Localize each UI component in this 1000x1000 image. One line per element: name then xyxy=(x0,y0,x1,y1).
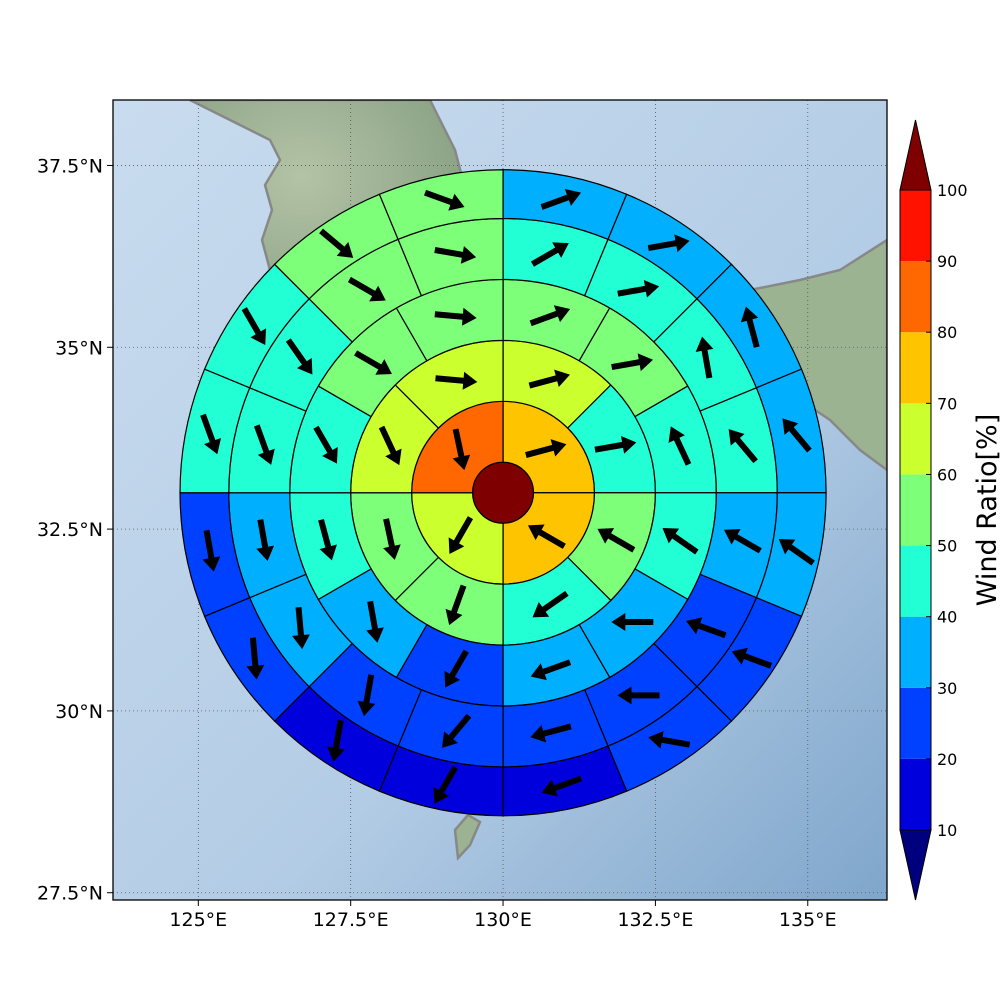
wind-arrow xyxy=(241,307,267,346)
wind-arrow xyxy=(723,528,762,554)
wind-arrow xyxy=(728,429,758,464)
colorbar-swatch xyxy=(900,261,931,333)
y-tick-label: 27.5°N xyxy=(37,883,103,905)
x-tick-label: 132.5°E xyxy=(617,909,693,931)
colorbar-swatch xyxy=(900,474,931,546)
colorbar-tick-label: 80 xyxy=(937,323,957,342)
wind-arrow xyxy=(525,439,567,458)
colorbar-tick-label: 30 xyxy=(937,679,957,698)
colorbar-tick-label: 100 xyxy=(937,181,968,200)
colorbar-tick-label: 40 xyxy=(937,608,957,627)
wind-arrow xyxy=(291,606,310,650)
wind-arrow xyxy=(731,647,773,669)
colorbar: 10 20 30 40 50 60 70 80 90 100 xyxy=(899,119,968,901)
wind-arrow xyxy=(318,518,337,561)
wind-arrow xyxy=(530,242,569,267)
colorbar-label: Wind Ratio[%] xyxy=(972,414,1000,606)
wind-arrow xyxy=(354,350,392,375)
wind-arrow xyxy=(256,519,275,561)
y-tick-label: 30°N xyxy=(55,701,103,723)
colorbar-swatch xyxy=(900,758,931,830)
wind-arrow xyxy=(662,528,699,555)
wind-arrow xyxy=(246,637,265,680)
wind-arrow xyxy=(527,524,566,549)
wind-arrow xyxy=(452,428,471,471)
wind-arrow xyxy=(347,276,386,302)
wind-arrow xyxy=(778,538,815,566)
wind-arrow xyxy=(200,413,222,455)
y-tick-label: 37.5°N xyxy=(37,155,103,177)
wind-arrow xyxy=(327,719,345,762)
wind-arrows xyxy=(200,188,815,804)
wind-arrow xyxy=(445,584,467,626)
wind-arrow xyxy=(434,307,477,326)
wind-arrow xyxy=(530,659,572,681)
sector-cells xyxy=(179,169,827,817)
x-tick-label: 135°E xyxy=(779,909,837,931)
colorbar-swatch xyxy=(900,190,931,262)
wind-arrow xyxy=(528,369,570,389)
wind-arrow xyxy=(378,425,402,466)
colorbar-tick-label: 60 xyxy=(937,465,957,484)
wind-arrow xyxy=(530,723,572,743)
wind-arrow xyxy=(357,674,376,717)
wind-arrow xyxy=(647,234,690,253)
colorbar-swatch xyxy=(900,616,931,688)
wind-arrow xyxy=(540,188,582,210)
colorbar-tick-label: 50 xyxy=(937,537,957,556)
y-tick-label: 32.5°N xyxy=(37,519,103,541)
wind-arrow xyxy=(383,518,401,560)
colorbar-swatch xyxy=(900,332,931,404)
wind-arrow xyxy=(529,305,571,327)
colorbar-under-arrow xyxy=(899,829,932,901)
x-tick-label: 130°E xyxy=(474,909,532,931)
wind-arrow xyxy=(433,765,458,804)
wind-arrow xyxy=(668,426,692,466)
y-tick-label: 35°N xyxy=(55,337,103,359)
colorbar-swatch xyxy=(900,687,931,759)
wind-arrow xyxy=(253,424,275,465)
wind-arrow xyxy=(597,528,636,553)
wind-arrow xyxy=(441,713,472,748)
wind-arrow xyxy=(319,228,354,258)
wind-arrow xyxy=(435,371,478,390)
colorbar-tick-label: 20 xyxy=(937,750,957,769)
sector-cell xyxy=(378,169,504,241)
wind-arrow xyxy=(448,516,474,555)
colorbar-tick-label: 90 xyxy=(937,252,957,271)
wind-arrow xyxy=(695,336,714,379)
wind-arrow xyxy=(424,189,465,211)
wind-arrow xyxy=(617,686,660,705)
colorbar-tick-label: 10 xyxy=(937,821,957,840)
colorbar-tick-label: 70 xyxy=(937,394,957,413)
wind-arrow xyxy=(444,649,469,688)
wind-arrow xyxy=(366,600,384,643)
colorbar-frame xyxy=(899,189,932,831)
wind-arrow xyxy=(285,338,313,375)
x-tick-label: 125°E xyxy=(169,909,227,931)
wind-arrow xyxy=(594,436,637,454)
x-axis-ticks: 125°E 127.5°E 130°E 132.5°E 135°E xyxy=(169,900,837,931)
wind-arrow xyxy=(686,617,727,639)
map-frame xyxy=(112,99,888,901)
wind-arrow xyxy=(617,279,660,298)
wind-arrow xyxy=(541,775,583,797)
y-axis-ticks: 27.5°N 30°N 32.5°N 35°N 37.5°N xyxy=(37,155,113,905)
wind-arrow xyxy=(782,418,812,453)
colorbar-over-arrow xyxy=(899,119,932,191)
colorbar-swatch xyxy=(900,403,931,475)
colorbar-swatch xyxy=(900,545,931,617)
wind-arrow xyxy=(611,613,654,632)
wind-arrow xyxy=(434,245,477,264)
x-tick-label: 127.5°E xyxy=(313,909,389,931)
map-axes: 125°E 127.5°E 130°E 132.5°E 135°E 27.5°N 30°N… xyxy=(37,99,888,931)
wind-arrow xyxy=(740,306,760,348)
wind-arrow xyxy=(202,529,221,572)
wind-arrow xyxy=(532,590,569,618)
wind-arrow xyxy=(648,730,691,749)
wind-arrow xyxy=(611,353,654,372)
wind-arrow xyxy=(313,425,338,464)
